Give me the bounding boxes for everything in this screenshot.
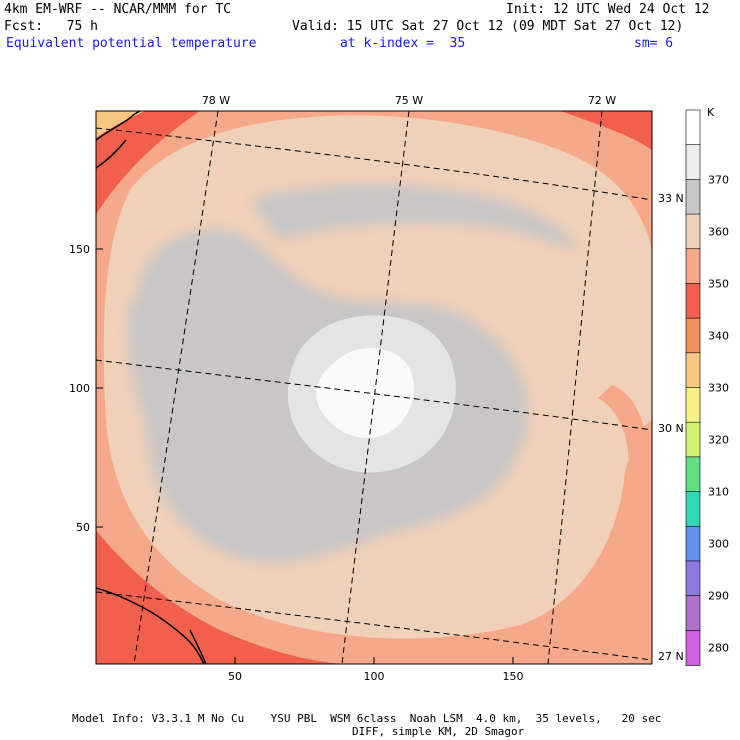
legend-swatch — [685, 352, 701, 389]
legend-label: 310 — [708, 486, 729, 499]
legend-unit: K — [707, 106, 715, 119]
legend-label: 360 — [708, 225, 729, 238]
legend-swatch — [685, 456, 701, 493]
smoothing-info: sm= 6 — [634, 36, 674, 51]
axis-ticks — [96, 248, 514, 664]
legend-swatch — [685, 525, 701, 562]
legend-swatch — [685, 248, 701, 285]
lat-label: 27 N — [658, 650, 684, 663]
parallel-27n — [96, 591, 652, 661]
coastline — [96, 111, 207, 664]
lon-label: 72 W — [588, 94, 616, 107]
field-band-360-arm-w — [128, 300, 170, 420]
lat-label: 33 N — [658, 192, 684, 205]
x-tick-label: 50 — [228, 670, 242, 683]
lat-label: 30 N — [658, 422, 684, 435]
legend-swatch — [685, 317, 701, 354]
model-info-line2: DIFF, simple KM, 2D Smagor — [352, 725, 525, 738]
legend-swatch — [685, 109, 701, 146]
legend-label: 290 — [708, 590, 729, 603]
legend-swatch — [685, 213, 701, 250]
field-band-330-nw — [96, 111, 200, 215]
field-band-330-ne — [560, 111, 652, 150]
x-tick-label: 150 — [503, 670, 524, 683]
legend-label: 340 — [708, 330, 729, 343]
legend-swatch — [685, 387, 701, 423]
field-band-360-arm-n — [250, 184, 580, 250]
color-legend: 370 360 350 340 330 320 310 300 290 280 — [685, 109, 729, 666]
legend-label: 350 — [708, 277, 729, 290]
parallel-30n — [96, 359, 652, 431]
valid-time: Valid: 15 UTC Sat 27 Oct 12 (09 MDT Sat … — [292, 19, 684, 34]
legend-swatch — [685, 630, 701, 666]
meridian-72w — [547, 111, 603, 664]
meridian-75w — [341, 111, 410, 664]
legend-swatch — [685, 595, 701, 632]
legend-swatch — [685, 179, 701, 215]
latlon-grid — [96, 111, 652, 664]
legend-swatch — [685, 283, 701, 319]
theta-e-field — [96, 111, 652, 664]
model-info-line1: Model Info: V3.3.1 M No Cu YSU PBL WSM 6… — [72, 712, 662, 725]
y-tick-label: 50 — [76, 521, 90, 534]
y-tick-label: 100 — [69, 382, 90, 395]
parallel-33n — [96, 127, 652, 201]
legend-swatch — [685, 421, 701, 458]
legend-label: 280 — [708, 642, 729, 655]
legend-swatch — [685, 560, 701, 597]
init-time: Init: 12 UTC Wed 24 Oct 12 — [506, 2, 710, 17]
model-title: 4km EM-WRF -- NCAR/MMM for TC — [4, 2, 231, 17]
y-tick-label: 150 — [69, 243, 90, 256]
meridian-78w — [133, 111, 219, 664]
legend-label: 370 — [708, 173, 729, 186]
x-tick-label: 100 — [364, 670, 385, 683]
field-band-340-arc — [540, 385, 647, 630]
legend-label: 300 — [708, 538, 729, 551]
forecast-hour: Fcst: 75 h — [4, 19, 98, 34]
field-name: Equivalent potential temperature — [6, 36, 257, 51]
legend-swatch — [685, 144, 701, 181]
lon-label: 75 W — [395, 94, 423, 107]
legend-label: 320 — [708, 434, 729, 447]
legend-swatch — [685, 491, 701, 528]
lon-label: 78 W — [202, 94, 230, 107]
field-band-320-nw — [96, 111, 145, 138]
level-info: at k-index = 35 — [340, 36, 466, 51]
field-band-330-sw — [96, 530, 340, 664]
legend-label: 330 — [708, 382, 729, 395]
